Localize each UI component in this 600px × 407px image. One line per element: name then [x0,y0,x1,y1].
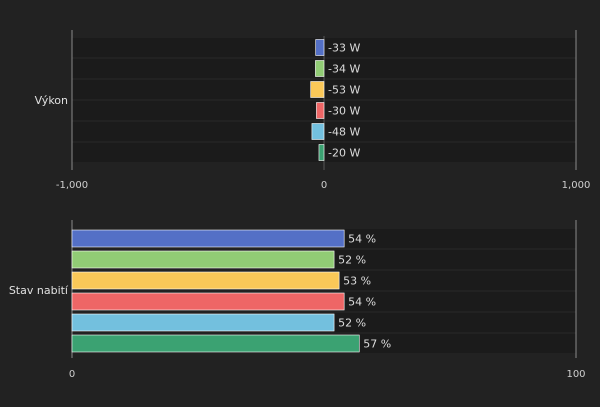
value-label: 54 % [348,233,376,246]
value-label: -48 W [328,126,360,139]
value-label: -34 W [328,63,360,76]
value-label: -20 W [328,147,360,160]
value-label: -53 W [328,84,360,97]
value-label: 53 % [343,275,371,288]
value-label: 52 % [338,317,366,330]
category-label: Výkon [35,94,68,107]
value-label: -30 W [328,105,360,118]
chart-2: 54 % 52 % 53 % 54 % 52 % 57 % Stav nabití 0 100 [9,220,586,380]
tick-label: 0 [321,180,327,191]
value-label: 57 % [363,338,391,351]
bar [71,292,345,311]
bar [310,81,325,98]
bar [71,229,345,248]
value-label: -33 W [328,42,360,55]
bar [315,60,325,77]
bar [316,102,325,119]
bar [315,39,325,56]
value-label: 54 % [348,296,376,309]
bar [71,313,335,332]
value-label: 52 % [338,254,366,267]
tick-label: 100 [566,369,585,380]
bar [71,334,360,353]
tick-label: 1,000 [562,180,591,191]
tick-label: -1,000 [56,180,88,191]
category-label: Stav nabití [9,284,69,297]
bar [318,144,325,161]
chart-1: -33 W -34 W -53 W -30 W -48 W -20 W Výkon -1,00… [35,30,591,191]
bar [311,123,325,140]
tick-label: 0 [69,369,75,380]
bar [71,271,340,290]
bar [71,250,335,269]
